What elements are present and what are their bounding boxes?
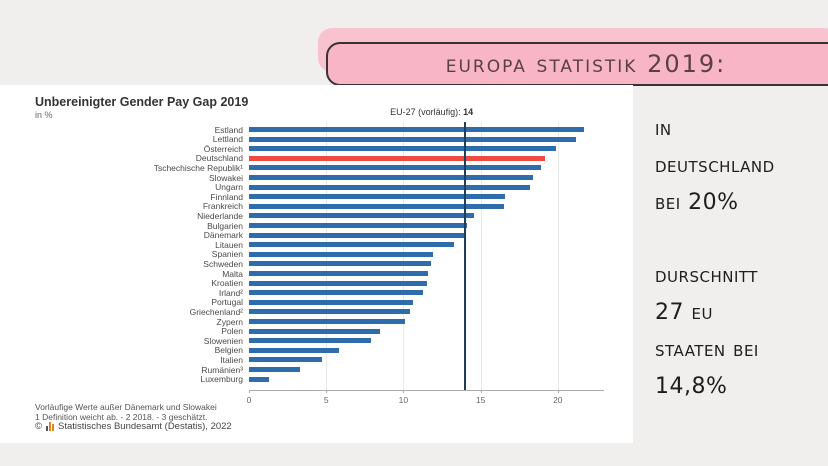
country-label: Estland (214, 124, 243, 135)
country-label: Kroatien (211, 278, 243, 289)
annotation-line: Bei 20% (655, 190, 739, 215)
x-tick-mark (326, 390, 328, 393)
x-tick-mark (249, 390, 250, 393)
destatis-logo-icon (46, 422, 54, 431)
country-label: Finnland (210, 191, 243, 202)
bar (249, 280, 427, 286)
banner-title: Europa Statistik 2019: (445, 50, 727, 78)
eu27-reference-label: EU-27 (vorläufig): 14 (390, 107, 474, 117)
x-tick-mark (557, 390, 559, 393)
bar (249, 290, 424, 296)
bar (249, 136, 577, 142)
country-label: Portugal (211, 297, 243, 308)
country-label: Dänemark (203, 230, 243, 241)
country-label: Niederlande (197, 210, 243, 221)
x-tick-mark (403, 390, 405, 393)
country-label: Bulgarien (207, 220, 243, 231)
country-label: Polen (221, 326, 243, 337)
annotation-line: Deutschland (655, 153, 775, 178)
country-label: Tschechische Republik¹ (153, 162, 243, 173)
bar (249, 251, 433, 257)
source-line: © Statistisches Bundesamt (Destatis), 20… (35, 421, 232, 432)
bar (249, 146, 557, 152)
annotation-line: Staaten Bei (655, 337, 759, 362)
country-label: Irland² (218, 287, 243, 298)
bar (249, 347, 339, 353)
bar (249, 261, 432, 267)
chart-panel: Unbereinigter Gender Pay Gap 2019 in % 0… (0, 85, 633, 443)
annotation-line: 14,8% (655, 374, 728, 399)
country-label: Slowenien (203, 335, 243, 346)
bar (249, 271, 429, 276)
bar (249, 319, 405, 324)
bar (249, 376, 270, 382)
bar (249, 299, 413, 305)
bar (249, 328, 381, 334)
gridline (480, 122, 482, 390)
country-label: Deutschland (195, 153, 243, 164)
annotation-block-germany: In Deutschland Bei 20% (655, 110, 825, 221)
annotation-block-eu-average: Durschnitt 27 EU Staaten Bei 14,8% (655, 257, 825, 405)
copyright-symbol: © (35, 421, 42, 432)
eu27-reference-line (464, 122, 467, 390)
bar-highlight (249, 155, 546, 161)
country-label: Belgien (214, 345, 243, 356)
x-tick-label: 0 (246, 395, 252, 405)
bar (249, 203, 504, 209)
bar (249, 367, 300, 372)
plot-area: 0 5 10 15 20 Estland Lettland Österreich Deutsch… (0, 85, 633, 443)
annotation-line: In (655, 116, 672, 141)
country-label: Slowakei (208, 172, 243, 183)
country-label: Frankreich (202, 201, 243, 212)
country-label: Österreich (203, 143, 243, 154)
gridline (557, 122, 559, 390)
x-axis-line (249, 390, 605, 391)
country-label: Litauen (215, 239, 243, 250)
country-label: Griechenland² (189, 306, 243, 317)
bar (249, 309, 410, 315)
x-tick-label: 20 (553, 395, 563, 405)
chart-title: Unbereinigter Gender Pay Gap 2019 (35, 95, 249, 109)
bar (249, 357, 322, 363)
x-tick-mark (480, 390, 482, 393)
bar (249, 213, 475, 219)
bar (249, 194, 506, 200)
x-tick-label: 5 (323, 395, 329, 405)
bar (249, 175, 534, 180)
country-label: Ungarn (215, 182, 243, 193)
chart-subtitle: in % (35, 110, 53, 120)
annotation-line: 27 EU (655, 300, 713, 325)
annotation-text: In Deutschland Bei 20% Durschnitt 27 EU … (655, 110, 825, 405)
annotation-line: Durschnitt (655, 263, 758, 288)
x-tick-label: 15 (475, 395, 486, 405)
bar (249, 232, 466, 238)
country-label: Malta (222, 268, 243, 279)
bar (249, 223, 467, 228)
bar (249, 165, 541, 171)
country-label: Schweden (203, 258, 243, 269)
bar (249, 242, 455, 248)
country-label: Italien (220, 354, 243, 365)
country-label: Rumänien³ (201, 364, 243, 375)
source-text: Statistisches Bundesamt (Destatis), 2022 (58, 421, 232, 432)
footnote-line-2: 1 Definition weicht ab. - 2 2018. - 3 ge… (35, 412, 208, 422)
country-label: Luxemburg (200, 374, 243, 385)
bar (249, 338, 371, 344)
x-tick-label: 10 (398, 395, 409, 405)
bar (249, 184, 530, 190)
footnote-line-1: Vorläufige Werte außer Dänemark und Slow… (35, 402, 217, 412)
header-banner: Europa Statistik 2019: (326, 42, 828, 86)
bar (249, 127, 585, 132)
country-label: Lettland (212, 134, 243, 145)
country-label: Zypern (216, 316, 243, 327)
country-label: Spanien (211, 249, 243, 260)
